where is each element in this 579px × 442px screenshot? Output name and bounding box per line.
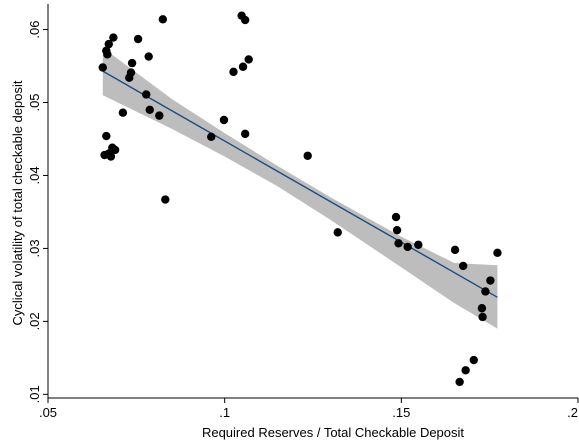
y-tick-label: .02 — [27, 312, 42, 330]
data-point — [98, 63, 107, 72]
x-tick-label: .2 — [567, 405, 578, 420]
data-point — [450, 245, 460, 255]
data-point — [478, 312, 487, 322]
x-tick-label: .15 — [392, 405, 410, 420]
data-point — [303, 151, 312, 160]
data-point — [127, 58, 137, 68]
data-point — [219, 115, 229, 125]
fit-line — [102, 70, 498, 298]
y-axis-title: Cyclical volatility of total checkable d… — [10, 80, 25, 325]
data-point — [145, 105, 154, 114]
y-tick-label: .06 — [27, 20, 42, 38]
data-point — [110, 145, 120, 155]
y-tick-label: .04 — [27, 166, 42, 184]
data-point — [486, 276, 495, 285]
data-point — [126, 68, 136, 77]
confidence-band-layer — [102, 47, 498, 329]
data-point — [142, 90, 151, 99]
data-point — [391, 212, 401, 222]
data-point — [481, 287, 490, 296]
data-point — [207, 132, 216, 141]
data-point — [394, 239, 403, 248]
data-point — [392, 225, 402, 235]
x-tick-label: .05 — [39, 405, 57, 420]
data-point — [229, 67, 238, 77]
data-point — [102, 131, 111, 141]
data-point — [161, 195, 170, 204]
y-tick-label: .03 — [27, 239, 42, 257]
data-point — [109, 33, 118, 42]
data-point — [333, 228, 342, 237]
data-point — [238, 62, 248, 71]
data-point — [469, 355, 478, 365]
data-point — [461, 366, 470, 375]
data-point — [103, 50, 112, 59]
confidence-band — [102, 47, 498, 329]
y-tick-label: .05 — [27, 93, 42, 111]
y-tick-label: .01 — [27, 385, 42, 403]
data-point — [155, 111, 164, 120]
data-point — [403, 242, 412, 252]
data-point — [493, 248, 502, 258]
data-point — [244, 55, 253, 64]
data-point — [118, 108, 128, 117]
data-point — [458, 261, 468, 271]
data-point — [240, 15, 250, 25]
fit-line-layer — [102, 70, 498, 298]
x-axis-title: Required Reserves / Total Checkable Depo… — [202, 425, 464, 440]
ticks-layer: .05 .1 .15 .2 .01 .02 .03 .04 .05 .06 — [27, 20, 579, 420]
data-point — [414, 240, 423, 249]
data-point — [104, 39, 113, 49]
data-point — [158, 15, 168, 24]
data-point — [106, 152, 116, 161]
data-point — [477, 304, 487, 313]
data-point — [240, 129, 250, 139]
data-point — [144, 52, 153, 61]
data-point — [455, 377, 464, 387]
data-points-layer — [98, 11, 502, 387]
data-point — [133, 34, 143, 44]
axes-layer — [47, 4, 578, 399]
x-tick-label: .1 — [219, 405, 230, 420]
